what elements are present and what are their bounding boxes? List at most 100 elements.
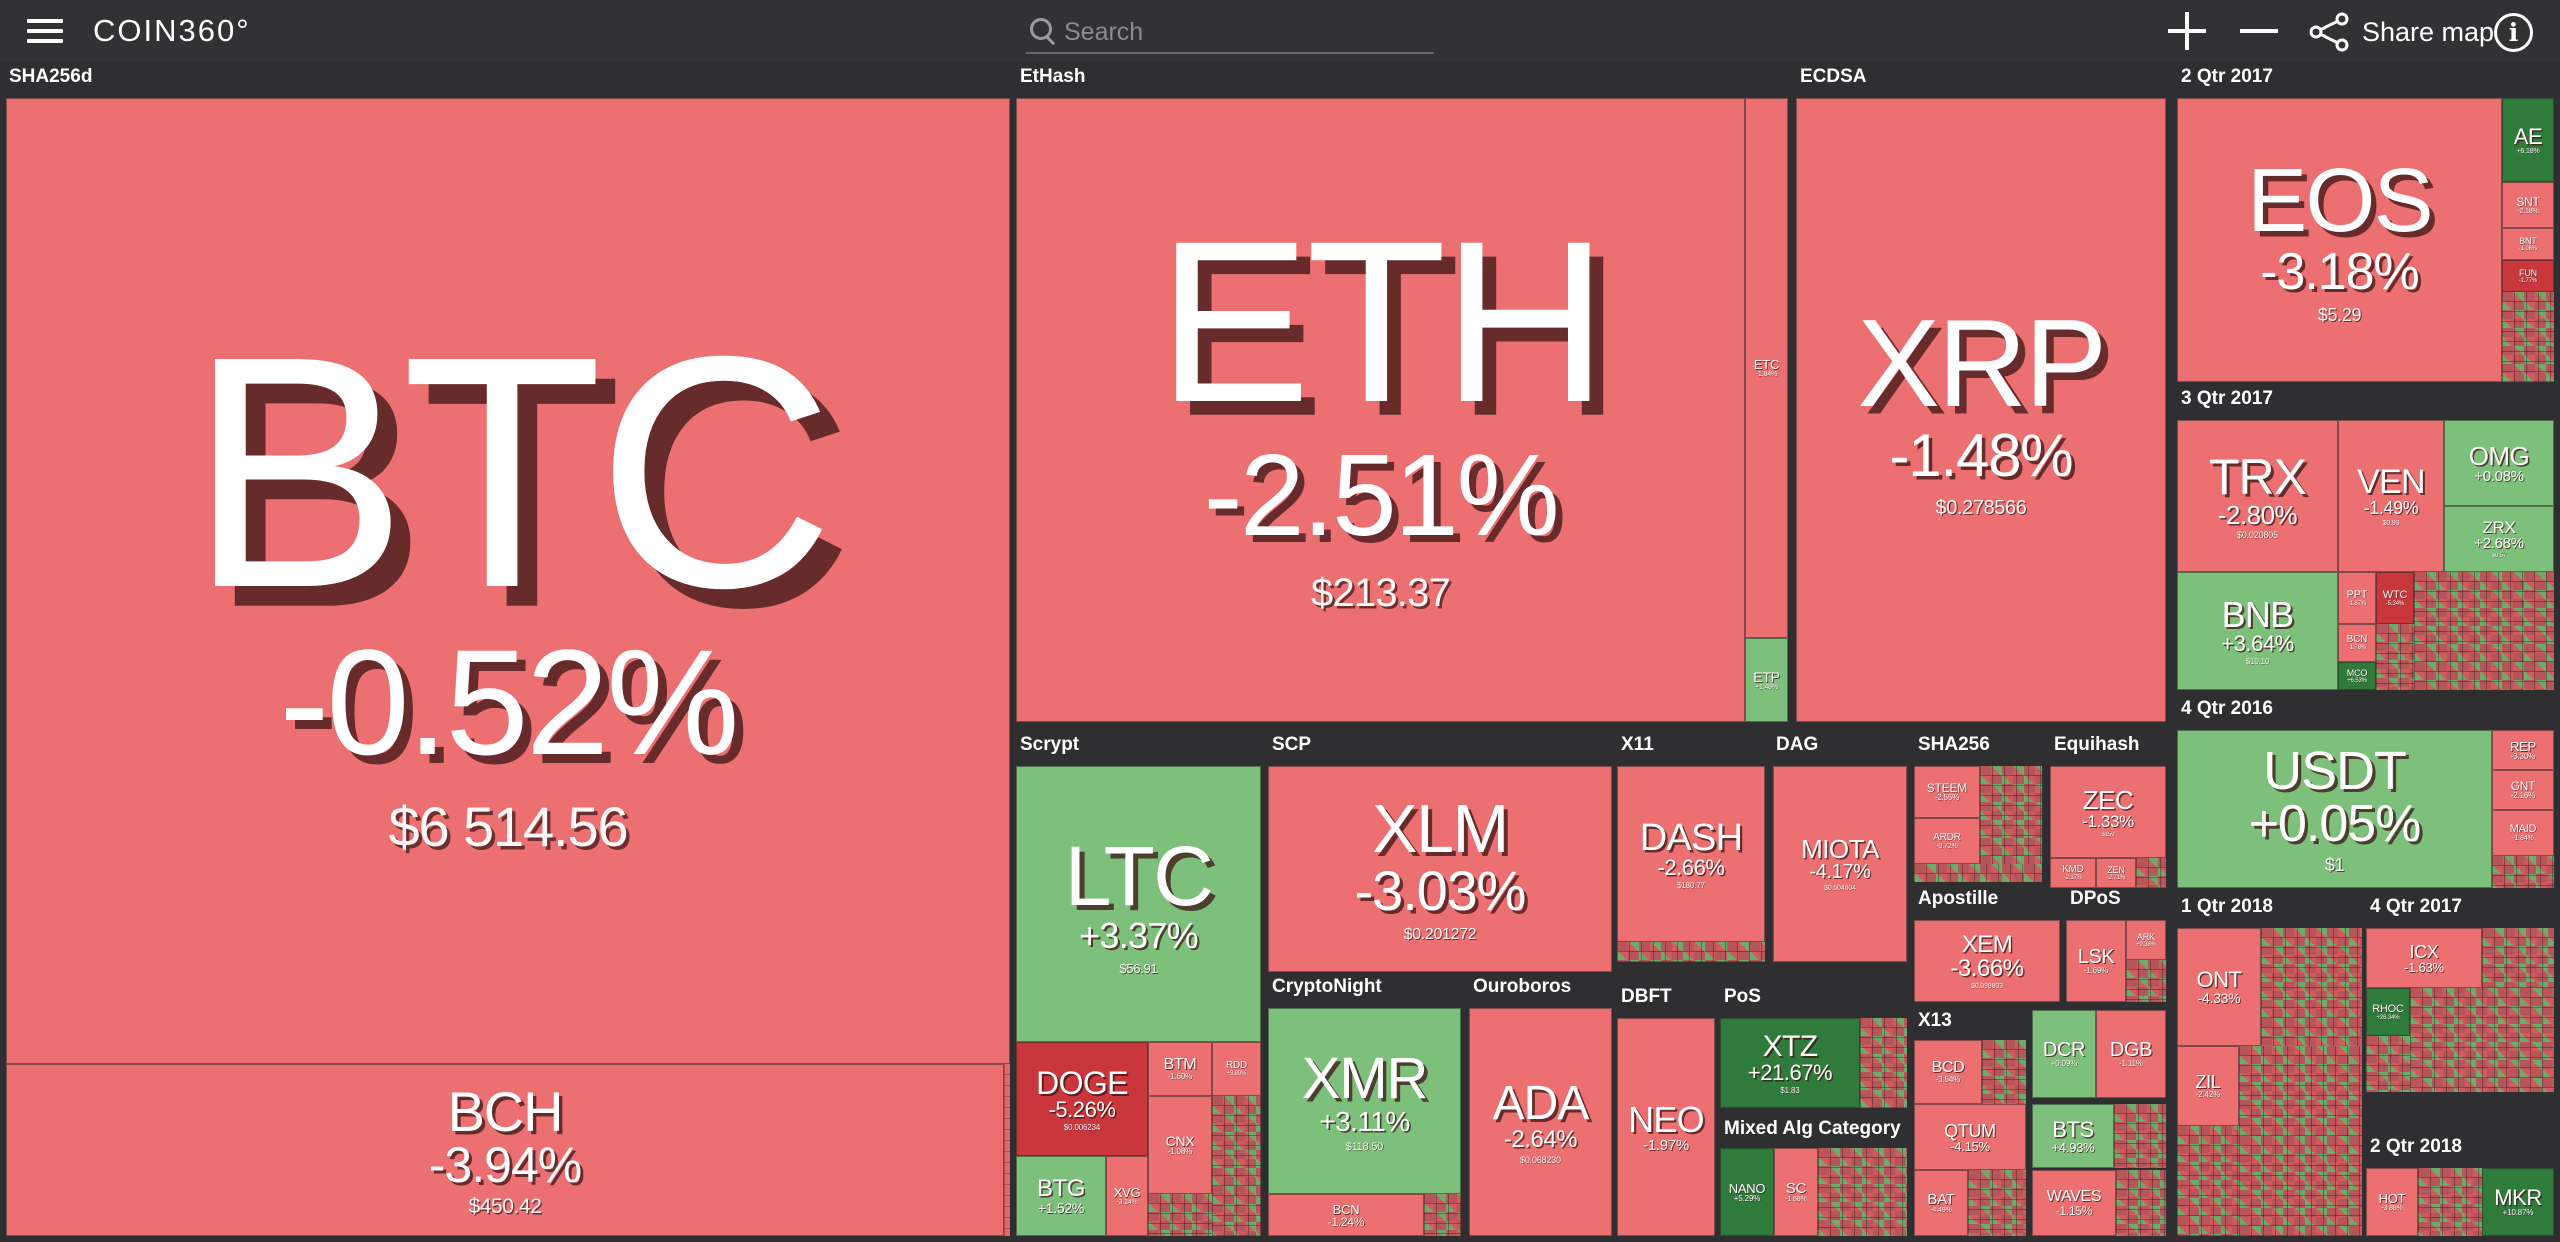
tile-ark[interactable]: ARK +0.38% xyxy=(2126,920,2166,960)
small-coins-cluster[interactable] xyxy=(1914,864,2042,882)
tile-bcn-q3[interactable]: BCN -1.78% xyxy=(2338,624,2376,662)
small-coins-cluster[interactable] xyxy=(2414,572,2554,690)
tile-eth[interactable]: ETH -2.51% $213.37 xyxy=(1016,98,1745,722)
small-coins-cluster[interactable] xyxy=(1004,1064,1010,1236)
small-coins-cluster[interactable] xyxy=(1148,1194,1212,1236)
coin-change: -1.08% xyxy=(1167,1147,1193,1156)
tile-nano[interactable]: NANO +5.29% xyxy=(1720,1148,1774,1236)
small-coins-cluster[interactable] xyxy=(2366,1036,2410,1092)
small-coins-cluster[interactable] xyxy=(1968,1170,2026,1236)
tile-omg[interactable]: OMG +0.08% xyxy=(2444,420,2554,506)
tile-hot[interactable]: HOT -3.88% xyxy=(2366,1168,2418,1236)
search-bar[interactable] xyxy=(1026,12,1434,54)
small-coins-cluster[interactable] xyxy=(2492,856,2554,888)
coin-change: +3.64% xyxy=(2221,630,2294,656)
tile-zil[interactable]: ZIL -2.42% xyxy=(2177,1046,2239,1126)
tile-ont[interactable]: ONT -4.33% xyxy=(2177,928,2261,1046)
tile-ada[interactable]: ADA -2.64% $0.068230 xyxy=(1469,1008,1612,1236)
tile-waves[interactable]: WAVES -1.15% xyxy=(2032,1170,2116,1236)
search-input[interactable] xyxy=(1062,14,1426,50)
tile-icx[interactable]: ICX -1.63% xyxy=(2366,928,2482,988)
tile-zen[interactable]: ZEN -2.71% xyxy=(2096,858,2136,888)
tile-dgb[interactable]: DGB -1.11% xyxy=(2096,1010,2166,1098)
tile-dash[interactable]: DASH -2.66% $180.77 xyxy=(1617,766,1765,942)
tile-maid[interactable]: MAID -1.84% xyxy=(2492,810,2554,856)
small-coins-cluster[interactable] xyxy=(2114,1104,2166,1168)
tile-xvg[interactable]: XVG -3.14% xyxy=(1106,1156,1148,1236)
group-label-pos: PoS xyxy=(1724,986,1761,1007)
small-coins-cluster[interactable] xyxy=(1424,1194,1461,1236)
tile-zrx[interactable]: ZRX +2.68% $0.57 xyxy=(2444,506,2554,572)
small-coins-cluster[interactable] xyxy=(2116,1170,2166,1236)
tile-trx[interactable]: TRX -2.80% $0.020805 xyxy=(2177,420,2338,572)
small-coins-cluster[interactable] xyxy=(2410,988,2554,1092)
tile-dcr[interactable]: DCR +0.09% xyxy=(2032,1010,2096,1098)
small-coins-cluster[interactable] xyxy=(1982,1040,2026,1104)
tile-sc[interactable]: SC -1.68% xyxy=(1774,1148,1818,1236)
tile-etc[interactable]: ETC -1.84% xyxy=(1745,98,1788,638)
tile-btg[interactable]: BTG +1.52% xyxy=(1016,1156,1106,1236)
tile-rep[interactable]: REP -3.30% xyxy=(2492,730,2554,770)
tile-steem[interactable]: STEEM -2.55% xyxy=(1914,766,1980,818)
tile-bnt[interactable]: BNT -1.08% xyxy=(2502,228,2554,260)
tile-eos[interactable]: EOS -3.18% $5.29 xyxy=(2177,98,2502,382)
tile-ppt[interactable]: PPT -1.87% xyxy=(2338,572,2376,624)
tile-kmd[interactable]: KMD -2.17% xyxy=(2050,858,2096,888)
small-coins-cluster[interactable] xyxy=(2482,928,2554,988)
small-coins-cluster[interactable] xyxy=(1212,1096,1261,1236)
tile-mco[interactable]: MCO +6.53% xyxy=(2338,662,2376,690)
tile-btc[interactable]: BTC -0.52% $6 514.56 xyxy=(6,98,1010,1064)
tile-zec[interactable]: ZEC -1.33% $159 xyxy=(2050,766,2166,858)
tile-gnt[interactable]: GNT -2.16% xyxy=(2492,770,2554,810)
tile-xtz[interactable]: XTZ +21.67% $1.83 xyxy=(1720,1018,1860,1108)
tile-cnx[interactable]: CNX -1.08% xyxy=(1148,1096,1212,1194)
small-coins-cluster[interactable] xyxy=(2418,1168,2482,1236)
small-coins-cluster[interactable] xyxy=(2376,624,2414,690)
tile-lsk[interactable]: LSK -1.69% xyxy=(2066,920,2126,1002)
tile-bat[interactable]: BAT -4.49% xyxy=(1914,1170,1968,1236)
tile-miota[interactable]: MIOTA -4.17% $0.504604 xyxy=(1773,766,1907,962)
tile-ae[interactable]: AE +6.18% xyxy=(2502,98,2554,182)
tile-fun[interactable]: FUN -1.77% xyxy=(2502,260,2554,292)
small-coins-cluster[interactable] xyxy=(2136,858,2166,888)
menu-icon[interactable] xyxy=(27,19,63,45)
tile-ven[interactable]: VEN -1.49% $0.93 xyxy=(2338,420,2444,572)
info-icon[interactable]: i xyxy=(2494,13,2533,52)
small-coins-cluster[interactable] xyxy=(2177,1126,2239,1236)
share-map-button[interactable]: Share map xyxy=(2308,12,2494,52)
tile-xem[interactable]: XEM -3.66% $0.099803 xyxy=(1914,920,2060,1002)
tile-xrp[interactable]: XRP -1.48% $0.278566 xyxy=(1796,98,2166,722)
tile-btm[interactable]: BTM -1.60% xyxy=(1148,1042,1212,1096)
tile-qtum[interactable]: QTUM -4.15% xyxy=(1914,1104,2026,1170)
small-coins-cluster[interactable] xyxy=(2502,292,2554,382)
tile-xlm[interactable]: XLM -3.03% $0.201272 xyxy=(1268,766,1612,972)
zoom-in-button[interactable] xyxy=(2168,12,2206,50)
small-coins-cluster[interactable] xyxy=(1818,1148,1907,1236)
tile-mkr[interactable]: MKR +10.87% xyxy=(2482,1168,2554,1236)
small-coins-cluster[interactable] xyxy=(1617,942,1765,962)
tile-xmr[interactable]: XMR +3.11% $118.50 xyxy=(1268,1008,1461,1194)
tile-doge[interactable]: DOGE -5.26% $0.006234 xyxy=(1016,1042,1148,1156)
tile-usdt[interactable]: USDT +0.05% $1 xyxy=(2177,730,2492,888)
tile-wtc[interactable]: WTC -5.34% xyxy=(2376,572,2414,624)
tile-bcd[interactable]: BCD -3.54% xyxy=(1914,1040,1982,1104)
small-coins-cluster[interactable] xyxy=(2239,1046,2362,1236)
tile-rhoc[interactable]: RHOC +26.34% xyxy=(2366,988,2410,1036)
tile-bcn[interactable]: BCN -1.24% xyxy=(1268,1194,1424,1236)
tile-snt[interactable]: SNT -2.18% xyxy=(2502,182,2554,228)
tile-rdd[interactable]: RDD +3.80% xyxy=(1212,1042,1261,1096)
tile-ltc[interactable]: LTC +3.37% $56.91 xyxy=(1016,766,1261,1042)
zoom-out-button[interactable] xyxy=(2240,12,2278,50)
coin-change: -1.87% xyxy=(2347,600,2367,607)
small-coins-cluster[interactable] xyxy=(2126,960,2166,1002)
coin-change: -5.26% xyxy=(1048,1096,1116,1122)
small-coins-cluster[interactable] xyxy=(2261,928,2362,1046)
small-coins-cluster[interactable] xyxy=(1860,1018,1907,1108)
tile-bch[interactable]: BCH -3.94% $450.42 xyxy=(6,1064,1004,1236)
tile-neo[interactable]: NEO -1.97% xyxy=(1617,1018,1715,1236)
tile-bnb[interactable]: BNB +3.64% $10.10 xyxy=(2177,572,2338,690)
tile-bts[interactable]: BTS +4.93% xyxy=(2032,1104,2114,1168)
tile-etp[interactable]: ETP +1.48% xyxy=(1745,638,1788,722)
tile-ardr[interactable]: ARDR -0.72% xyxy=(1914,818,1980,864)
small-coins-cluster[interactable] xyxy=(1980,766,2042,864)
